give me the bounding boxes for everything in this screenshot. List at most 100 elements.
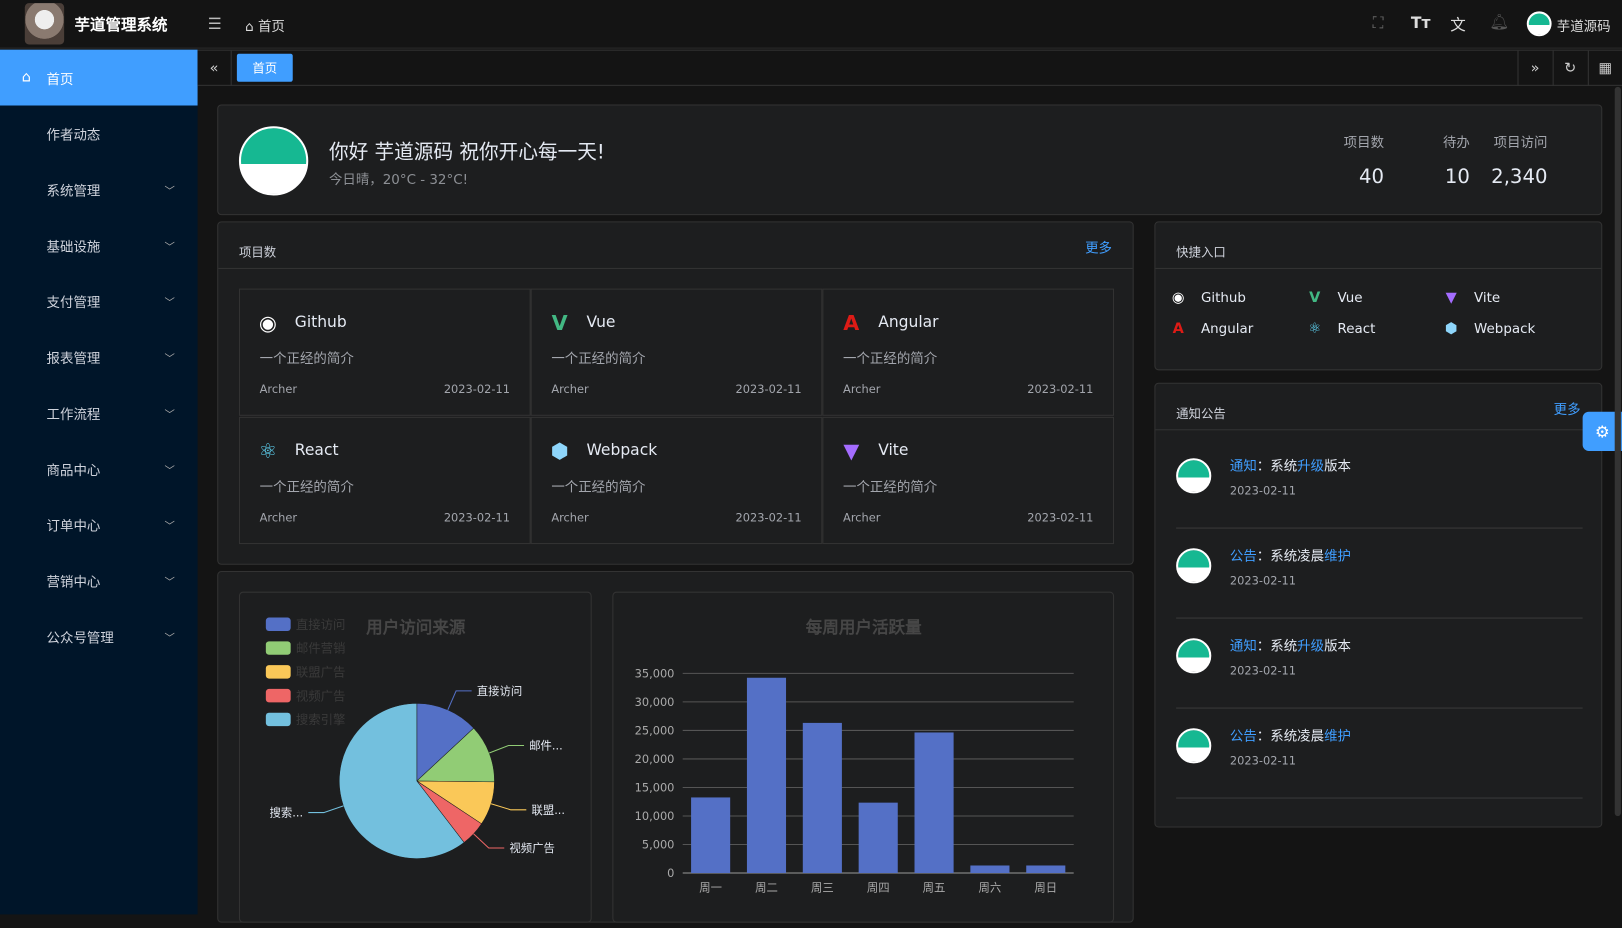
legend-label[interactable]: 邮件营销 [296, 641, 346, 656]
bar[interactable] [914, 732, 954, 874]
notice-c: 版本 [1324, 639, 1352, 655]
bar[interactable] [691, 797, 731, 874]
scroll-right-icon[interactable]: » [1517, 50, 1551, 86]
x-tick-label: 周日 [1034, 881, 1057, 895]
bell-icon[interactable]: 🔔︎ [1489, 12, 1510, 32]
sidebar-item[interactable]: 系统管理 ﹀ [0, 161, 198, 217]
legend-label[interactable]: 视频广告 [296, 688, 346, 703]
project-card[interactable]: V Vue 一个正经的简介 Archer 2023-02-11 [530, 288, 823, 416]
notice-text: 公告：系统凌晨维护 [1230, 545, 1351, 565]
quick-entry-item[interactable]: V Vue [1306, 290, 1362, 307]
user-avatar[interactable] [1526, 11, 1552, 37]
refresh-icon[interactable]: ↻ [1552, 50, 1587, 86]
notice-item[interactable]: 通知：系统升级版本 2023-02-11 [1176, 439, 1583, 529]
legend-swatch[interactable] [265, 641, 291, 655]
projects-more-link[interactable]: 更多 [1085, 241, 1112, 257]
notice-a: 系统 [1270, 639, 1298, 655]
notice-item[interactable]: 通知：系统升级版本 2023-02-11 [1176, 619, 1583, 709]
notice-sep: ： [1256, 549, 1271, 565]
stat-value: 10 [1444, 165, 1470, 189]
project-card[interactable]: ◉ Github 一个正经的简介 Archer 2023-02-11 [238, 288, 531, 416]
pie-slice[interactable] [416, 727, 495, 783]
y-tick-label: 30,000 [635, 695, 675, 709]
chevron-down-icon: ﹀ [164, 185, 175, 198]
notice-more-link[interactable]: 更多 [1553, 402, 1581, 418]
quick-entry-label: Angular [1200, 321, 1254, 337]
notice-a: 系统 [1270, 459, 1298, 475]
notice-card: 通知公告 更多 通知：系统升级版本 2023-02-11 公告：系统凌晨维护 2023… [1154, 382, 1603, 828]
x-tick-label: 周五 [923, 881, 946, 895]
project-card[interactable]: A Angular 一个正经的简介 Archer 2023-02-11 [822, 288, 1115, 416]
menu-fold-icon[interactable]: ☰ [207, 14, 222, 34]
translate-icon[interactable]: 文 [1450, 15, 1466, 35]
project-card[interactable]: ⚛ React 一个正经的简介 Archer 2023-02-11 [238, 416, 531, 545]
slice-label: 搜索... [270, 806, 304, 820]
sidebar-item[interactable]: 基础设施 ﹀ [0, 217, 198, 273]
project-author: Archer [551, 382, 589, 397]
bar[interactable] [970, 865, 1010, 874]
bar[interactable] [858, 802, 898, 874]
quick-entry-item[interactable]: ▼ Vite [1443, 290, 1501, 307]
bar-chart: 每周用户活跃量 0 5,000 10,000 15,000 20,000 25,000 30,… [635, 617, 1074, 895]
notice-avatar [1176, 728, 1212, 764]
quick-title: 快捷入口 [1176, 245, 1226, 260]
legend-label[interactable]: 联盟广告 [296, 664, 346, 679]
project-author: Archer [259, 510, 298, 525]
projects-title: 项目数 [238, 245, 277, 260]
sidebar-item[interactable]: 支付管理 ﹀ [0, 273, 198, 329]
quick-entry-label: Github [1200, 290, 1246, 306]
legend-label[interactable]: 搜索引擎 [296, 712, 346, 727]
project-desc: 一个正经的简介 [843, 479, 938, 496]
legend-swatch[interactable] [265, 712, 291, 727]
legend-label[interactable]: 直接访问 [296, 617, 346, 632]
quick-entry-item[interactable]: ⬢ Webpack [1443, 321, 1535, 338]
vue-icon: V [1309, 289, 1321, 307]
label-line [490, 803, 527, 811]
notice-item[interactable]: 公告：系统凌晨维护 2023-02-11 [1176, 529, 1583, 619]
pie-slice[interactable] [416, 703, 475, 782]
project-desc: 一个正经的简介 [259, 479, 354, 496]
sidebar-item[interactable]: 公众号管理 ﹀ [0, 608, 198, 664]
bar[interactable] [1026, 865, 1066, 874]
font-size-icon[interactable]: Tт [1410, 13, 1431, 33]
sidebar-item-label: 作者动态 [46, 127, 101, 144]
divider [1155, 429, 1602, 431]
notice-type: 通知 [1229, 459, 1257, 475]
logo [24, 3, 65, 45]
scroll-left-icon[interactable]: « [198, 50, 232, 86]
scrollbar[interactable] [1614, 86, 1621, 817]
project-card[interactable]: ⬢ Webpack 一个正经的简介 Archer 2023-02-11 [530, 416, 823, 545]
notice-item[interactable]: 公告：系统凌晨维护 2023-02-11 [1176, 709, 1583, 799]
bar[interactable] [746, 677, 787, 874]
legend-swatch[interactable] [265, 617, 291, 631]
notice-sep: ： [1256, 729, 1271, 745]
sidebar-item[interactable]: 作者动态 [0, 106, 198, 162]
grid-menu-icon[interactable]: ▦ [1587, 50, 1622, 86]
sidebar-item[interactable]: ⌂ 首页 [0, 49, 198, 106]
sidebar-item[interactable]: 商品中心 ﹀ [0, 441, 198, 497]
tab-home[interactable]: 首页 [236, 53, 293, 82]
legend-swatch[interactable] [265, 688, 291, 703]
fullscreen-icon[interactable]: ⛶ [1372, 13, 1384, 33]
sidebar-item[interactable]: 工作流程 ﹀ [0, 385, 198, 441]
quick-entry-item[interactable]: A Angular [1170, 321, 1254, 338]
notice-sep: ： [1256, 639, 1271, 655]
project-card[interactable]: ▼ Vite 一个正经的简介 Archer 2023-02-11 [822, 416, 1115, 545]
notice-text: 通知：系统升级版本 [1230, 635, 1351, 655]
sidebar-item[interactable]: 营销中心 ﹀ [0, 552, 198, 608]
quick-entry-item[interactable]: ⚛ React [1306, 321, 1375, 338]
app-title: 芋道管理系统 [74, 15, 168, 35]
divider [1155, 267, 1602, 269]
breadcrumb[interactable]: ⌂ 首页 [245, 19, 285, 36]
weather: 今日晴，20°C - 32°C! [328, 172, 468, 189]
project-date: 2023-02-11 [1027, 510, 1094, 525]
y-tick-label: 35,000 [635, 667, 675, 681]
bar[interactable] [802, 722, 842, 874]
legend-swatch[interactable] [265, 665, 291, 679]
user-name[interactable]: 芋道源码 [1556, 19, 1611, 36]
pie-slice[interactable] [339, 703, 465, 859]
sidebar-item[interactable]: 订单中心 ﹀ [0, 497, 198, 553]
quick-entry-item[interactable]: ◉ Github [1170, 290, 1246, 307]
notice-sep: ： [1256, 459, 1271, 475]
sidebar-item[interactable]: 报表管理 ﹀ [0, 329, 198, 385]
